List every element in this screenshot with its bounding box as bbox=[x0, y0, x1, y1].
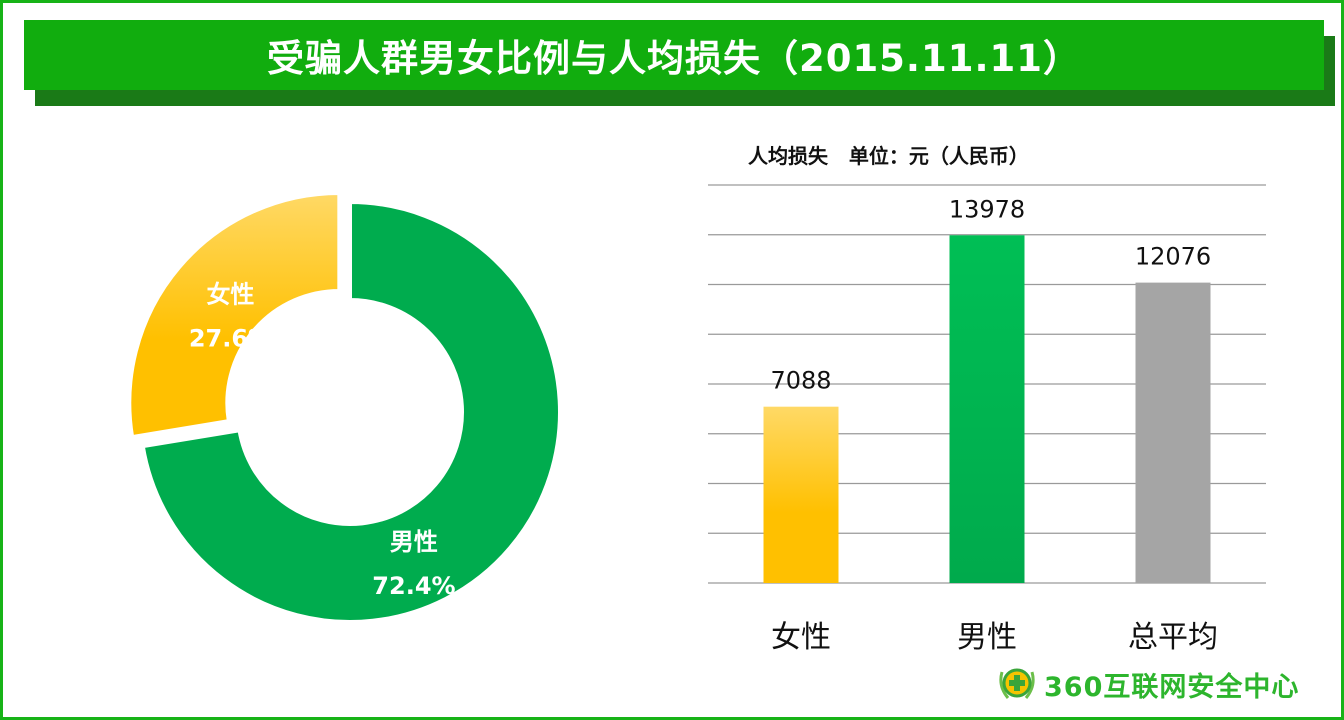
category-label: 男性 bbox=[957, 620, 1017, 655]
donut-slice bbox=[127, 190, 342, 440]
bar-chart: 7088 女性 13978 男性 12076 总平均 bbox=[708, 184, 1266, 655]
bar-chart-title: 人均损失 单位：元（人民币） bbox=[748, 144, 1029, 168]
logo-text: 360互联网安全中心 bbox=[1044, 671, 1300, 703]
bar bbox=[949, 235, 1025, 584]
page-title: 受骗人群男女比例与人均损失（2015.11.11） bbox=[266, 37, 1082, 80]
360-shield-icon bbox=[999, 668, 1035, 699]
bar-value-label: 13978 bbox=[949, 195, 1025, 223]
donut-slice bbox=[140, 199, 562, 624]
bar bbox=[1135, 282, 1211, 583]
bar-value-label: 7088 bbox=[770, 367, 831, 395]
slice-value-label: 72.4% bbox=[372, 572, 455, 600]
slice-label: 男性 bbox=[390, 528, 438, 556]
bar-value-label: 12076 bbox=[1135, 243, 1211, 271]
logo-360: 360互联网安全中心 bbox=[996, 664, 1299, 704]
category-label: 女性 bbox=[771, 620, 831, 655]
donut-chart: 男性 72.4% 女性 27.6% bbox=[127, 190, 562, 624]
slice-label: 女性 bbox=[206, 281, 254, 309]
category-label: 总平均 bbox=[1128, 620, 1218, 655]
title-banner: 受骗人群男女比例与人均损失（2015.11.11） bbox=[24, 20, 1324, 90]
slice-value-label: 27.6% bbox=[189, 325, 272, 353]
bar bbox=[763, 406, 839, 583]
